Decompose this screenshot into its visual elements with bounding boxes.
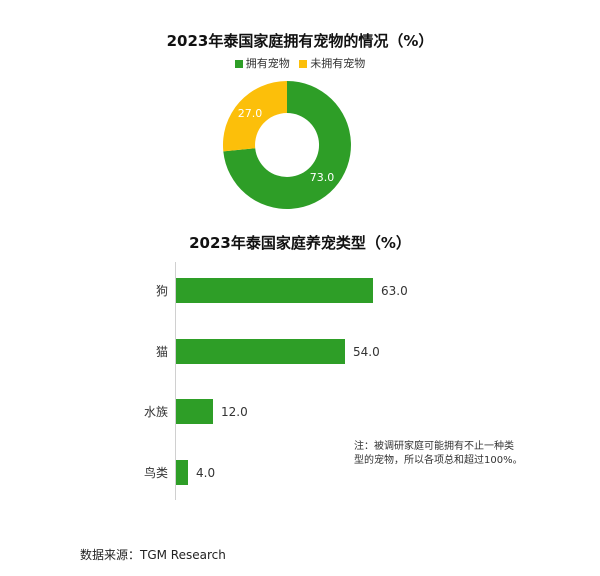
donut-legend: 拥有宠物 未拥有宠物 [0,55,600,71]
bar-category-label: 狗 [156,284,168,298]
footnote: 注：被调研家庭可能拥有不止一种类 型的宠物，所以各项总和超过100%。 [354,440,574,468]
donut-slice-not-owned [222,81,287,152]
donut-slice-owned [223,81,351,210]
donut-chart: 73.0 27.0 [222,81,351,210]
footnote-line: 注：被调研家庭可能拥有不止一种类 [354,441,514,452]
bar-value-label: 12.0 [221,405,248,419]
bar-value-label: 4.0 [196,466,215,480]
bar-cat [176,339,345,364]
legend-swatch-yellow-icon [299,60,308,68]
legend-swatch-green-icon [234,60,243,68]
legend-item-owned: 拥有宠物 [234,55,290,71]
bar-value-label: 54.0 [353,345,380,359]
bar-dog [176,278,373,303]
donut-label-owned: 73.0 [310,171,335,184]
footnote-line: 型的宠物，所以各项总和超过100%。 [354,455,523,466]
data-source: 数据来源：TGM Research [80,548,226,562]
legend-item-not-owned: 未拥有宠物 [299,55,365,71]
bar-chart: 狗 63.0 猫 54.0 水族 12.0 鸟类 4.0 [144,262,408,500]
legend-label: 未拥有宠物 [310,57,366,70]
bar-category-label: 猫 [156,345,168,359]
bar-category-label: 水族 [144,405,168,419]
donut-chart-title: 2023年泰国家庭拥有宠物的情况（%） [166,32,434,50]
bar-category-label: 鸟类 [144,465,168,480]
bar-aquarium [176,399,213,424]
donut-label-not-owned: 27.0 [238,107,263,120]
legend-label: 拥有宠物 [245,57,290,70]
bar-value-label: 63.0 [381,284,408,298]
bar-bird [176,460,188,485]
bar-chart-title: 2023年泰国家庭养宠类型（%） [189,234,411,252]
